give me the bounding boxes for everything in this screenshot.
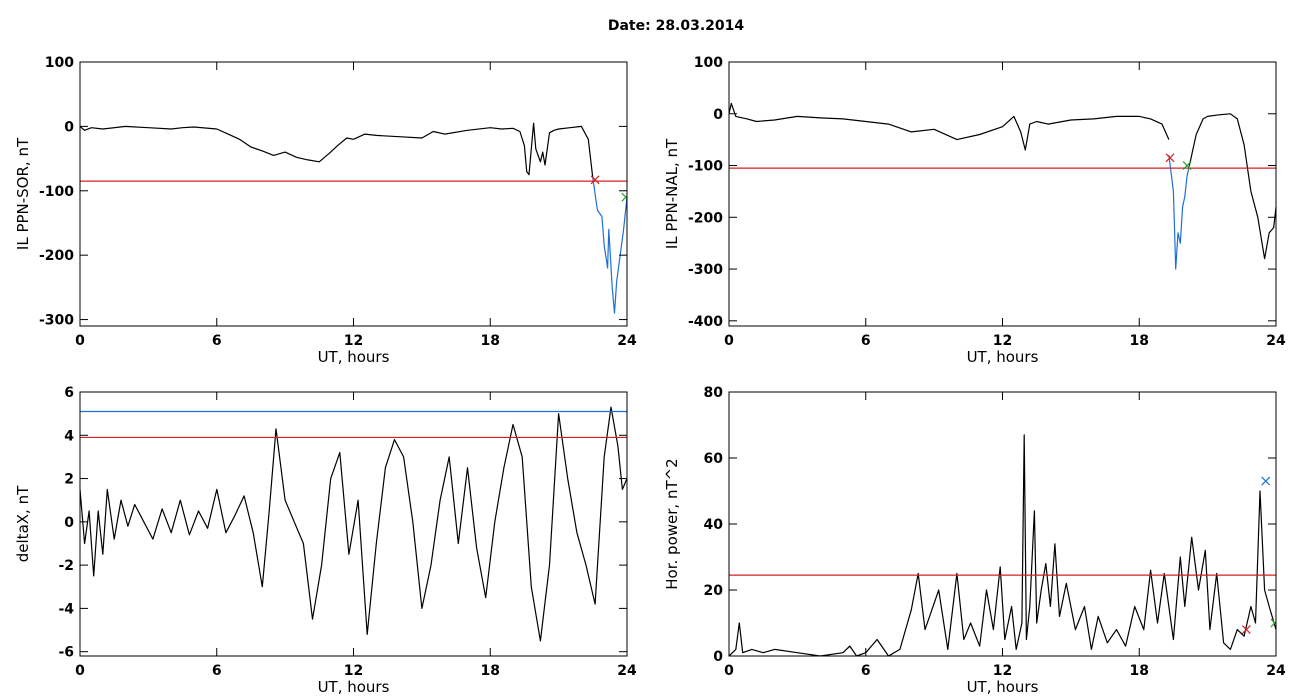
plot-1-area (729, 102, 1276, 270)
x-tick-label: 0 (75, 663, 85, 679)
x-tick-label: 0 (724, 333, 734, 349)
y-tick-label: 40 (704, 517, 724, 533)
y-tick-label: 4 (64, 428, 74, 444)
marker-stroke (621, 195, 627, 202)
event-marker (1165, 153, 1175, 163)
y-axis-label: deltaX, nT (14, 485, 32, 562)
x-tick-label: 18 (1130, 333, 1149, 349)
x-tick-label: 0 (724, 663, 734, 679)
series-line (80, 406, 627, 642)
x-axis-label: UT, hours (967, 678, 1039, 696)
event-marker (1270, 618, 1276, 628)
x-tick-label: 6 (861, 663, 871, 679)
x-tick-label: 6 (212, 333, 222, 349)
x-tick-label: 12 (993, 333, 1012, 349)
plot-3-area (729, 434, 1276, 656)
marker-stroke (590, 175, 600, 185)
x-tick-label: 24 (617, 333, 637, 349)
event-marker (1182, 161, 1192, 170)
x-tick-label: 0 (75, 333, 85, 349)
series-line (80, 122, 594, 178)
x-axis-label: UT, hours (318, 678, 390, 696)
plot-0-area (80, 122, 627, 314)
y-tick-label: 2 (64, 472, 74, 488)
event-marker (1261, 476, 1271, 486)
y-tick-label: 60 (704, 451, 724, 467)
y-tick-label: -200 (688, 210, 723, 226)
x-tick-label: 18 (1130, 663, 1149, 679)
plot-1-frame (728, 61, 1277, 327)
x-tick-label: 24 (1266, 663, 1286, 679)
event-marker (1241, 625, 1251, 635)
marker-stroke (1182, 161, 1192, 170)
y-tick-label: -100 (39, 184, 74, 200)
event-marker (621, 192, 627, 202)
x-tick-label: 12 (993, 663, 1012, 679)
plot-3-frame (728, 391, 1277, 657)
event-marker (590, 175, 600, 185)
y-tick-label: 0 (713, 649, 723, 665)
series-line (729, 102, 1170, 151)
y-tick-label: 0 (64, 119, 74, 135)
y-tick-label: -4 (58, 601, 74, 617)
y-tick-label: -300 (39, 313, 74, 329)
marker-stroke (1165, 153, 1175, 163)
marker-stroke (1261, 476, 1271, 486)
x-tick-label: 12 (344, 663, 363, 679)
y-axis-label: IL PPN-NAL, nT (663, 138, 681, 249)
y-tick-label: 100 (45, 55, 74, 71)
series-line (729, 434, 1276, 656)
y-tick-label: 6 (64, 385, 74, 401)
marker-stroke (1270, 621, 1276, 628)
x-tick-label: 12 (344, 333, 363, 349)
y-tick-label: -6 (58, 645, 74, 661)
y-tick-label: 20 (704, 583, 724, 599)
y-axis-label: Hor. power, nT^2 (663, 458, 681, 589)
y-tick-label: -100 (688, 159, 723, 175)
x-axis-label: UT, hours (967, 348, 1039, 366)
y-tick-label: -200 (39, 248, 74, 264)
plot-2-area (80, 406, 627, 642)
y-tick-label: -300 (688, 262, 723, 278)
series-line (592, 177, 627, 314)
y-tick-label: 0 (713, 107, 723, 123)
x-tick-label: 24 (1266, 333, 1286, 349)
x-tick-label: 18 (481, 663, 500, 679)
plot-0-frame (79, 61, 628, 327)
x-tick-label: 24 (617, 663, 637, 679)
y-tick-label: 80 (704, 385, 724, 401)
x-tick-label: 6 (212, 663, 222, 679)
series-line (1188, 113, 1276, 260)
y-tick-label: 0 (64, 515, 74, 531)
series-line (1168, 155, 1190, 270)
x-tick-label: 6 (861, 333, 871, 349)
x-axis-label: UT, hours (318, 348, 390, 366)
y-axis-label: IL PPN-SOR, nT (14, 137, 32, 250)
x-tick-label: 18 (481, 333, 500, 349)
y-tick-label: -400 (688, 314, 723, 330)
figure-title: Date: 28.03.2014 (607, 18, 745, 34)
y-tick-label: 100 (694, 55, 723, 71)
y-tick-label: -2 (58, 558, 74, 574)
marker-stroke (1241, 625, 1251, 635)
